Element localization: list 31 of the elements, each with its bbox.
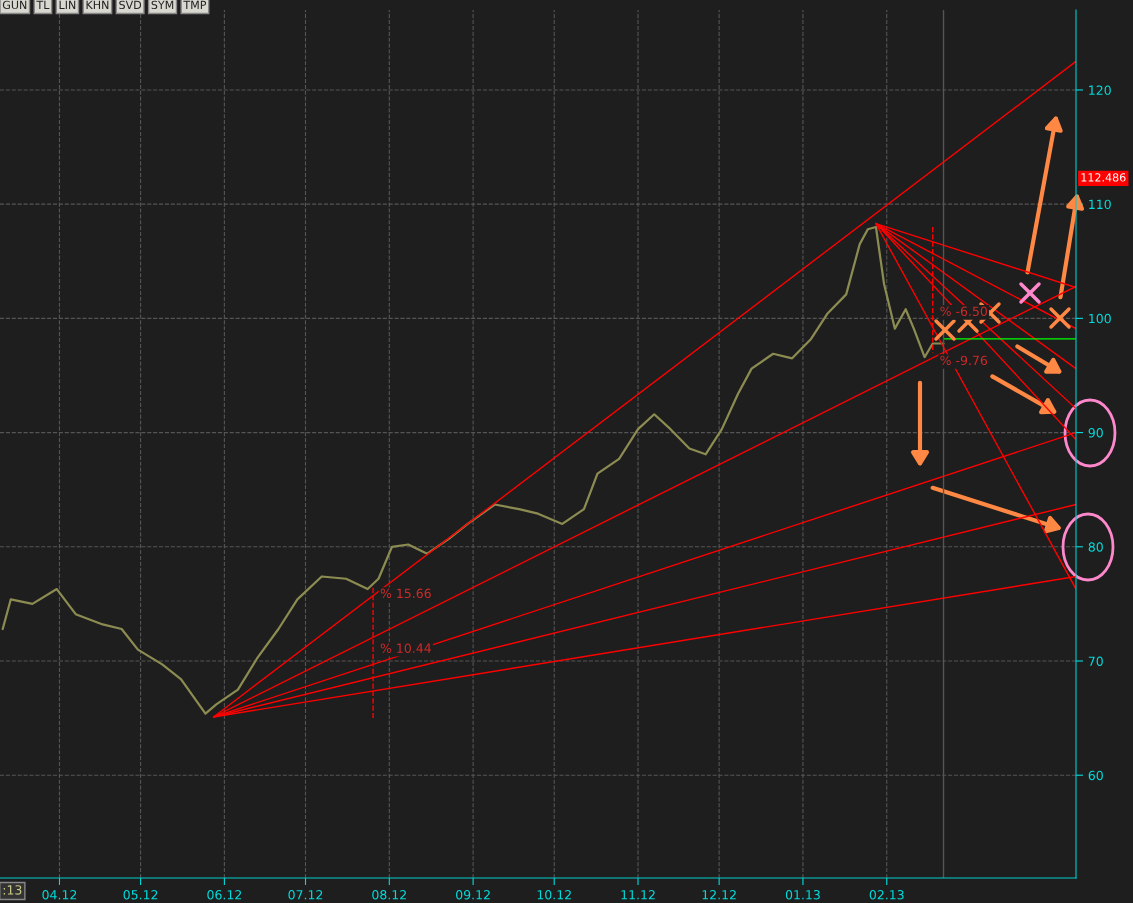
text: KHN [86, 0, 109, 9]
x-tick-label: 02.13 [869, 890, 904, 900]
x-tick-label: 06.12 [207, 890, 242, 900]
x-tick-label: 01.13 [785, 890, 820, 900]
x-tick-label: 08.12 [372, 890, 406, 900]
y-tick-label: 110 [1089, 199, 1111, 210]
x-tick-label: 04.12 [42, 890, 77, 900]
x-tick-label: 12.12 [702, 890, 736, 900]
annotation: % -6.50 [940, 306, 988, 316]
text: TMP [183, 0, 207, 9]
y-tick-label: 90 [1088, 428, 1103, 438]
y-tick-label: 120 [1089, 85, 1111, 95]
y-tick-label: 80 [1088, 542, 1103, 552]
text: SYM [151, 0, 174, 10]
annotation: % 10.44 [380, 643, 431, 653]
text: 112.486 [1081, 173, 1126, 182]
x-tick-label: 11.12 [621, 890, 655, 900]
text: SVD [119, 0, 142, 10]
text: :13 [3, 885, 22, 895]
y-tick-label: 70 [1088, 656, 1103, 666]
x-tick-label: 05.12 [123, 890, 158, 900]
y-tick-label: 60 [1088, 770, 1103, 781]
text: GUN [2, 0, 27, 10]
x-tick-label: 07.12 [288, 890, 323, 900]
text: TL [36, 0, 50, 9]
x-tick-label: 10.12 [537, 890, 571, 900]
annotation: % 15.66 [380, 588, 431, 599]
x-tick-label: 09.12 [456, 890, 490, 900]
annotation: % -9.76 [940, 355, 988, 366]
text: LIN [59, 0, 76, 9]
y-tick-label: 100 [1089, 313, 1111, 324]
